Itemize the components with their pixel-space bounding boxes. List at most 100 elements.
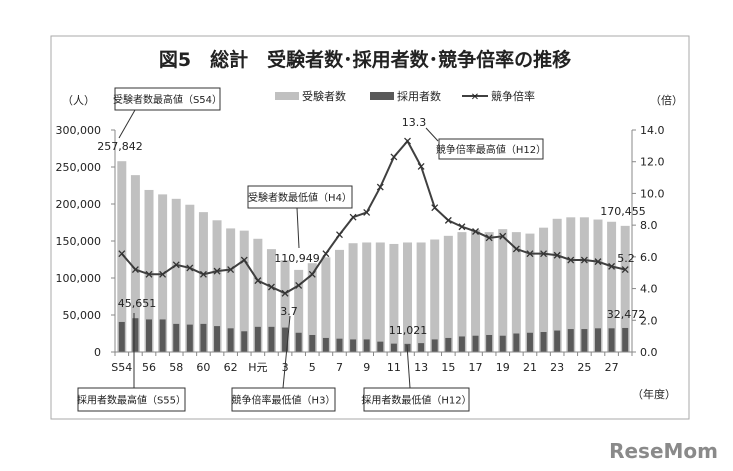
marker-ratio (227, 266, 235, 274)
annotations: 受験者数最高値（S54） 受験者数最低値（H4） 競争倍率最高値（H12） 採用者数最… (77, 87, 546, 412)
x-tick-label: 9 (363, 361, 370, 374)
bar-hired (540, 332, 547, 352)
bar-applicants (389, 243, 399, 352)
marker-ratio (404, 137, 411, 145)
marker-ratio (363, 208, 371, 216)
bar-applicants (117, 161, 127, 352)
marker-ratio (131, 266, 139, 274)
bar-hired (567, 329, 574, 352)
legend-swatch-applicants (275, 92, 299, 100)
data-label: 11,021 (389, 324, 428, 337)
bar-applicants (253, 238, 263, 352)
marker-ratio (281, 289, 289, 297)
bar-applicants (579, 217, 589, 352)
bar-hired (268, 326, 275, 352)
bar-applicants (552, 218, 562, 352)
bar-hired (173, 323, 180, 352)
bar-hired (241, 331, 248, 352)
y-left-unit: （人） (62, 94, 95, 107)
annotation-leader-line (296, 207, 300, 249)
x-tick-label: 7 (336, 361, 343, 374)
y-left-tick-label: 250,000 (56, 161, 102, 174)
data-label: 32,472 (607, 308, 646, 321)
bar-hired (499, 335, 506, 352)
x-tick-label: 19 (496, 361, 510, 374)
bar-applicants (525, 233, 535, 352)
bar-hired (159, 319, 166, 352)
bar-applicants (266, 249, 276, 352)
bar-hired (594, 328, 601, 352)
y-right-tick-label: 0.0 (640, 346, 658, 359)
bar-applicants (443, 235, 453, 352)
x-unit: （年度） (632, 387, 676, 401)
marker-ratio (417, 163, 425, 170)
annotation-box (77, 387, 186, 412)
marker-ratio (254, 277, 262, 285)
legend-marker-ratio: ✕ (471, 92, 479, 103)
bar-hired (309, 334, 316, 352)
bar-applicants (280, 260, 290, 352)
bar-applicants (403, 242, 413, 352)
x-tick-label: 5 (309, 361, 316, 374)
annotation-text: 受験者数最低値（H4） (248, 191, 352, 204)
bar-hired (445, 337, 452, 352)
x-tick-label: 62 (224, 361, 238, 374)
line-ratio (121, 139, 626, 295)
marker-ratio (608, 262, 616, 270)
y-left-tick-label: 150,000 (56, 235, 102, 248)
bar-applicants (348, 243, 358, 352)
marker-ratio (118, 250, 126, 258)
x-tick-label: 58 (169, 361, 183, 374)
annotation-text: 採用者数最高値（S55） (77, 394, 186, 407)
annotation-box (363, 387, 470, 412)
marker-ratio (268, 283, 275, 291)
annotation-box (114, 87, 221, 111)
y-right-unit: （倍） (650, 93, 683, 107)
bar-hired (350, 339, 357, 352)
bar-hired (486, 334, 493, 352)
marker-ratio (553, 251, 561, 259)
bar-applicants (471, 229, 481, 352)
marker-ratio (594, 258, 602, 266)
bar-applicants (593, 219, 603, 352)
legend-label-applicants: 受験者数 (302, 89, 346, 103)
bar-applicants (226, 228, 236, 352)
y-right-tick-label: 10.0 (640, 187, 665, 200)
bar-hired (526, 332, 533, 352)
marker-ratio (526, 250, 534, 258)
x-tick-label: 11 (387, 361, 401, 374)
bar-applicants (144, 189, 154, 352)
bar-applicants (511, 232, 521, 352)
x-tick-label: 60 (196, 361, 210, 374)
y-right-tick-label: 6.0 (640, 251, 658, 264)
y-left-tick-label: 100,000 (56, 272, 102, 285)
annotation-text: 受験者数最高値（S54） (113, 93, 222, 106)
marker-ratio (376, 183, 384, 191)
annotation-box (438, 138, 544, 160)
bar-applicants (375, 242, 385, 352)
annotation-leader-line (425, 127, 439, 142)
marker-ratio (172, 261, 180, 269)
legend-label-hired: 採用者数 (397, 89, 441, 103)
data-label: 170,455 (600, 205, 646, 218)
legend-label-ratio: 競争倍率 (491, 89, 535, 103)
bar-hired (336, 338, 343, 352)
marker-ratio (499, 232, 507, 240)
bar-hired (513, 333, 520, 352)
marker-ratio (322, 250, 330, 258)
legend-swatch-hired (370, 92, 394, 100)
bar-hired (254, 326, 261, 352)
bar-hired (390, 343, 397, 352)
x-tick-label: S54 (111, 361, 132, 374)
bar-applicants (430, 239, 440, 352)
legend: 受験者数 採用者数 ✕ 競争倍率 (275, 89, 535, 103)
marker-ratio (159, 270, 167, 278)
y-left-tick-label: 200,000 (56, 198, 102, 211)
annotation-text: 競争倍率最低値（H3） (232, 394, 336, 407)
x-tick-label: 25 (577, 361, 591, 374)
y-right-tick-label: 12.0 (640, 156, 665, 169)
bar-hired (132, 318, 139, 352)
annotation-leader-line (406, 344, 411, 389)
